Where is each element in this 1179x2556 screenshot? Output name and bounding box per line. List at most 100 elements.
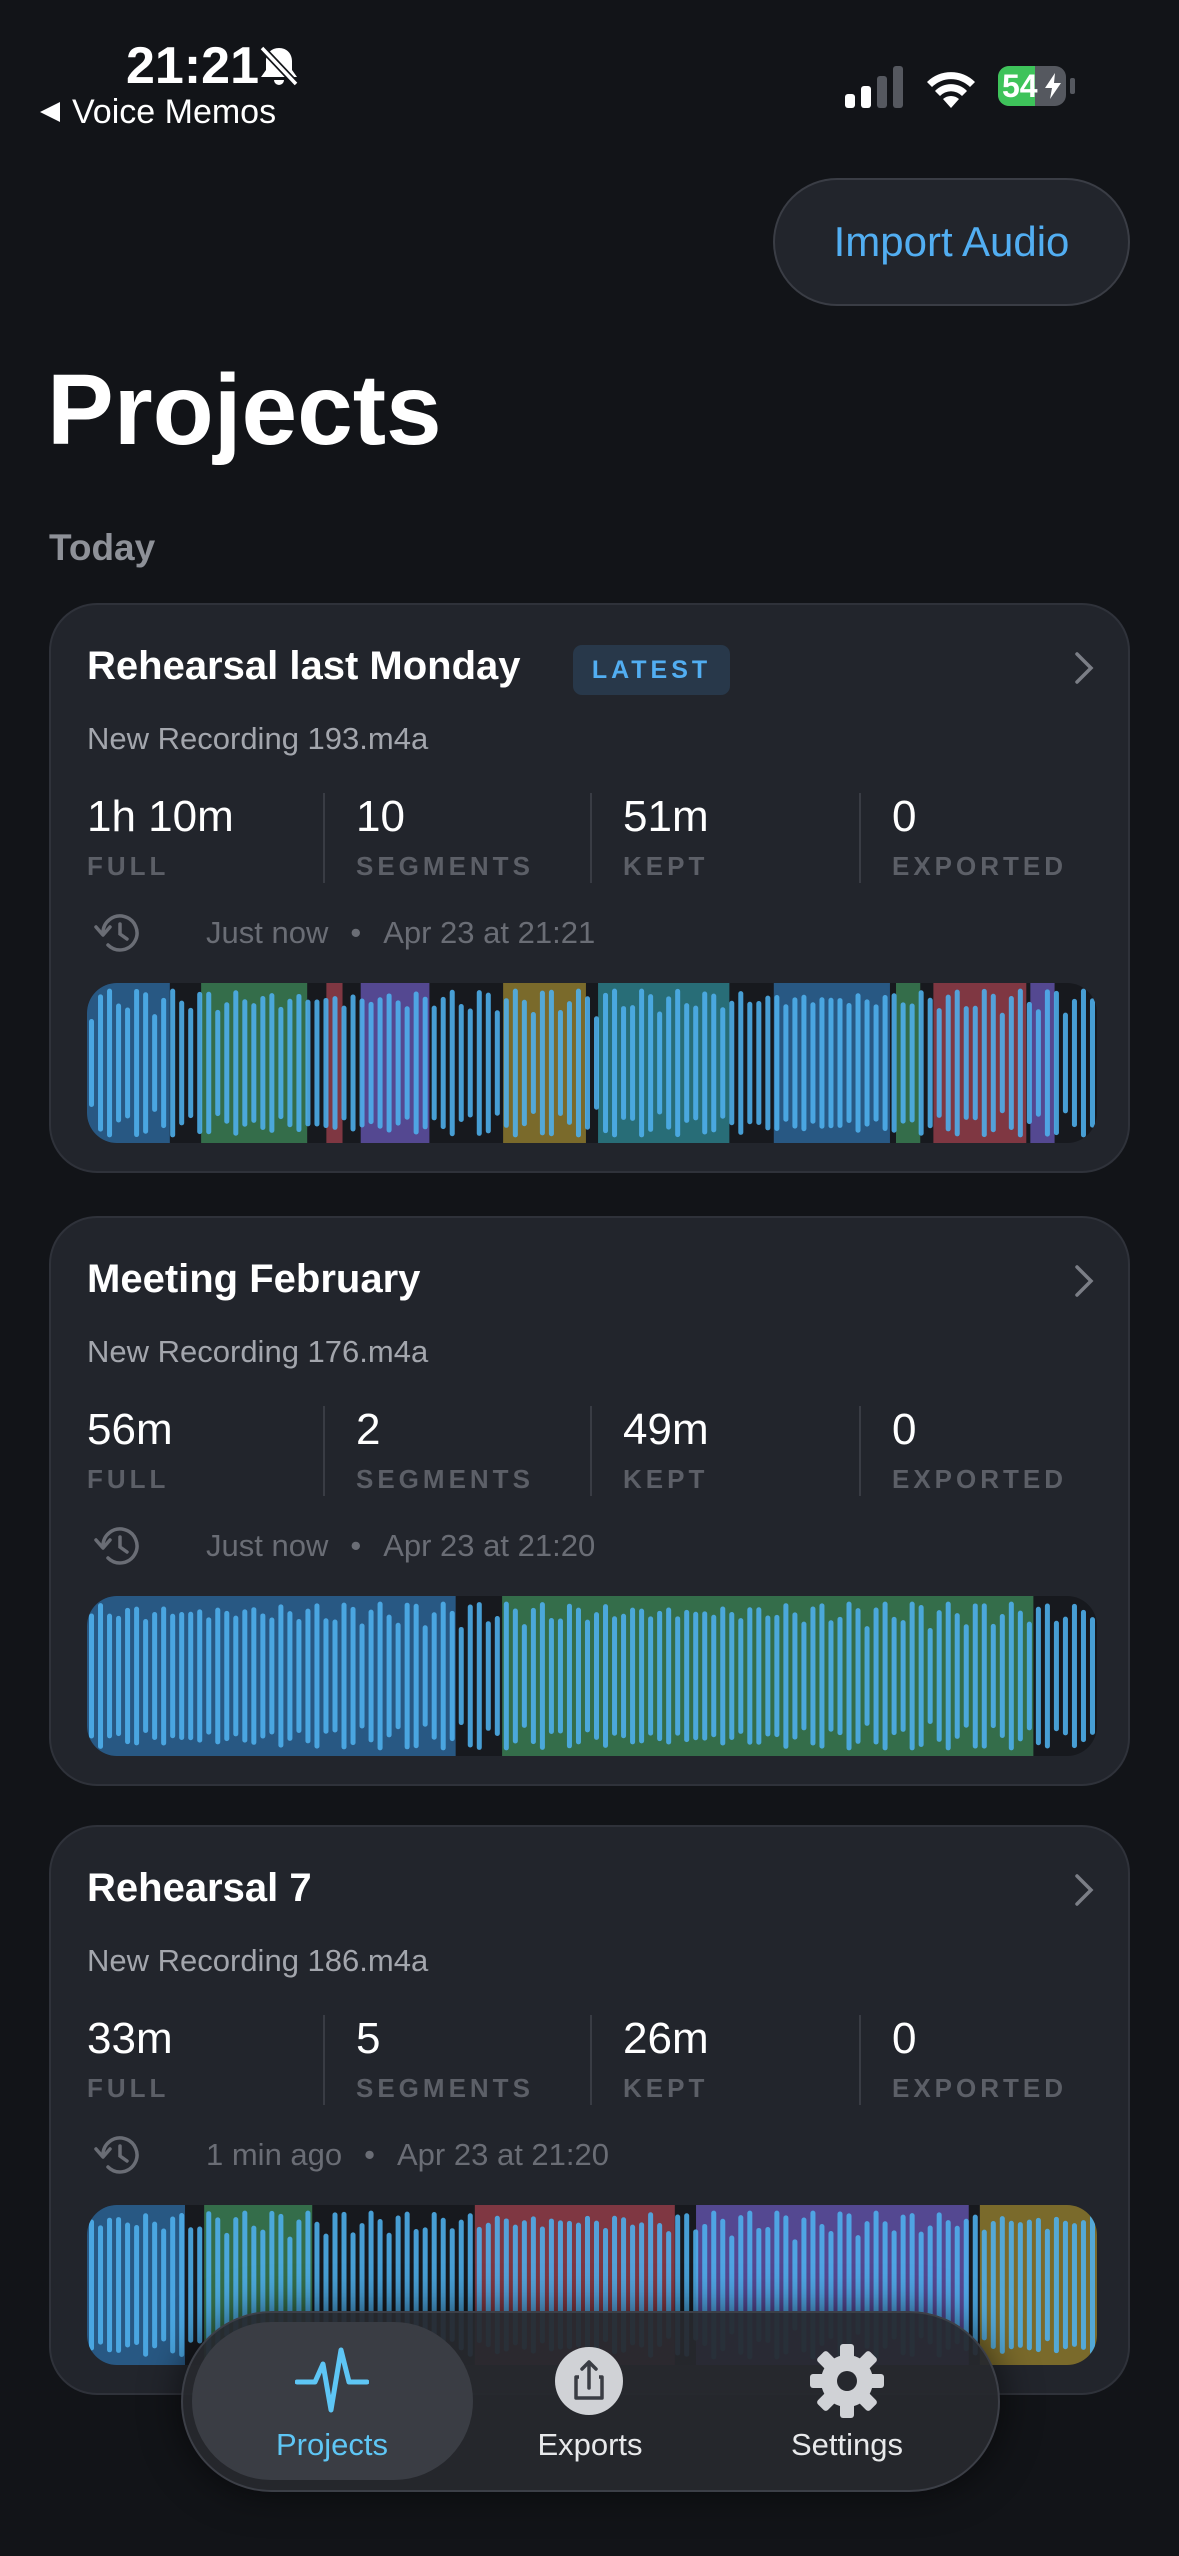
wave-bar bbox=[693, 1611, 699, 1741]
wave-bar bbox=[431, 1005, 437, 1121]
wave-bar bbox=[1053, 2216, 1059, 2354]
back-label[interactable]: Voice Memos bbox=[72, 93, 277, 131]
history-row: Just now • Apr 23 at 21:20 bbox=[206, 1526, 595, 1566]
battery: 54 bbox=[998, 66, 1066, 106]
project-card[interactable]: Rehearsal last Monday LATEST New Recording… bbox=[49, 603, 1130, 1173]
wave-bar bbox=[395, 1000, 401, 1126]
stat-divider bbox=[590, 2015, 592, 2105]
tab-label[interactable]: Exports bbox=[537, 2427, 643, 2462]
wave-bar bbox=[260, 995, 266, 1131]
wave-bar bbox=[233, 1615, 239, 1737]
projects-tab-icon[interactable] bbox=[295, 2344, 369, 2416]
history-arc bbox=[101, 2136, 139, 2174]
stat-value: 49m bbox=[623, 1405, 709, 1454]
stat-label: KEPT bbox=[623, 851, 709, 881]
project-card[interactable]: Meeting February New Recording 176.m4a 56m… bbox=[49, 1216, 1130, 1786]
wave-bar bbox=[215, 2217, 221, 2353]
file-name: New Recording 186.m4a bbox=[87, 1943, 429, 1978]
wave-bar bbox=[729, 2235, 735, 2335]
wave-bar bbox=[639, 988, 645, 1138]
wave-bar bbox=[1008, 1601, 1014, 1751]
wave-bar bbox=[729, 1000, 735, 1126]
wave-bar bbox=[449, 989, 455, 1137]
wave-bar bbox=[675, 988, 681, 1138]
stat-divider bbox=[323, 2015, 325, 2105]
wave-bar bbox=[684, 1609, 690, 1743]
wave-bar bbox=[657, 1011, 663, 1115]
wave-bar bbox=[206, 2211, 212, 2359]
wave-bar bbox=[566, 1001, 572, 1125]
wave-bar bbox=[107, 2217, 113, 2353]
tab-label[interactable]: Projects bbox=[276, 2427, 388, 2462]
settings-tab-icon[interactable] bbox=[810, 2344, 884, 2418]
wave-bar bbox=[557, 1010, 563, 1116]
wave-bar bbox=[783, 1603, 789, 1749]
wave-bar bbox=[125, 1607, 131, 1745]
wave-bar bbox=[963, 2218, 969, 2352]
wave-bar bbox=[774, 995, 780, 1131]
wave-bar bbox=[179, 1611, 185, 1741]
wave-bar bbox=[693, 1005, 699, 1121]
wave-bar bbox=[539, 1602, 545, 1750]
import-button-label[interactable]: Import Audio bbox=[833, 218, 1070, 265]
silent-icon bbox=[259, 45, 299, 87]
wave-bar bbox=[990, 2220, 996, 2350]
charging-icon bbox=[1045, 73, 1061, 99]
stat-divider bbox=[859, 1406, 861, 1496]
wave-bar bbox=[738, 1618, 744, 1734]
wave-bar bbox=[1044, 2228, 1050, 2342]
waveform bbox=[87, 983, 1097, 1143]
tab-label[interactable]: Settings bbox=[790, 2427, 903, 2462]
project-card[interactable]: Rehearsal 7 New Recording 186.m4a 33m FULL 5… bbox=[49, 1825, 1130, 2395]
wave-bar bbox=[485, 992, 491, 1134]
chevron-path bbox=[1075, 652, 1094, 684]
wave-bar bbox=[98, 2225, 104, 2345]
wave-bar bbox=[548, 1618, 554, 1734]
wave-bar bbox=[990, 1623, 996, 1729]
back-arrow[interactable] bbox=[38, 100, 62, 124]
wave-bar bbox=[458, 1626, 464, 1726]
wave-bar bbox=[882, 995, 888, 1131]
stat-value: 0 bbox=[892, 1405, 917, 1454]
wave-bar bbox=[819, 997, 825, 1129]
wave-bar bbox=[116, 1615, 122, 1737]
wave-bar bbox=[909, 1003, 915, 1123]
wave-bar bbox=[404, 1006, 410, 1120]
wave-bar bbox=[702, 1611, 708, 1741]
wave-bar bbox=[575, 1607, 581, 1745]
history-icon bbox=[94, 914, 139, 952]
wave-bar bbox=[566, 1603, 572, 1749]
wave-bar bbox=[449, 1610, 455, 1742]
wave-bar bbox=[630, 1607, 636, 1745]
wave-bar bbox=[891, 1616, 897, 1736]
stat-label: KEPT bbox=[623, 2073, 709, 2103]
wave-bar bbox=[512, 988, 518, 1138]
exports-tab-icon[interactable] bbox=[554, 2346, 624, 2416]
wave-bar bbox=[864, 1626, 870, 1726]
wave-bar bbox=[981, 2229, 987, 2341]
wave-bar bbox=[512, 1608, 518, 1744]
wave-bar bbox=[431, 1612, 437, 1740]
wave-bar bbox=[143, 992, 149, 1134]
edited-date: Apr 23 at 21:20 bbox=[383, 1528, 596, 1563]
wave-bar bbox=[143, 1619, 149, 1733]
wave-bar bbox=[287, 998, 293, 1128]
chevron[interactable] bbox=[1073, 1264, 1095, 1298]
chevron[interactable] bbox=[1073, 1873, 1095, 1907]
stat-label: FULL bbox=[87, 2073, 170, 2103]
wave-bar bbox=[260, 1613, 266, 1739]
wave-bar bbox=[855, 993, 861, 1133]
import-button[interactable] bbox=[773, 178, 1130, 306]
wave-bar bbox=[1071, 1603, 1077, 1749]
history-icon bbox=[94, 2136, 139, 2174]
stat-value: 2 bbox=[356, 1405, 381, 1454]
wave-bar bbox=[413, 991, 419, 1135]
wave-bar bbox=[377, 997, 383, 1129]
chevron[interactable] bbox=[1073, 651, 1095, 685]
wave-bar bbox=[305, 999, 311, 1127]
history-arc bbox=[101, 914, 139, 952]
wave-bar bbox=[702, 991, 708, 1135]
wave-bar bbox=[711, 993, 717, 1133]
wave-bar bbox=[377, 1601, 383, 1751]
battery-cap bbox=[1070, 78, 1075, 94]
